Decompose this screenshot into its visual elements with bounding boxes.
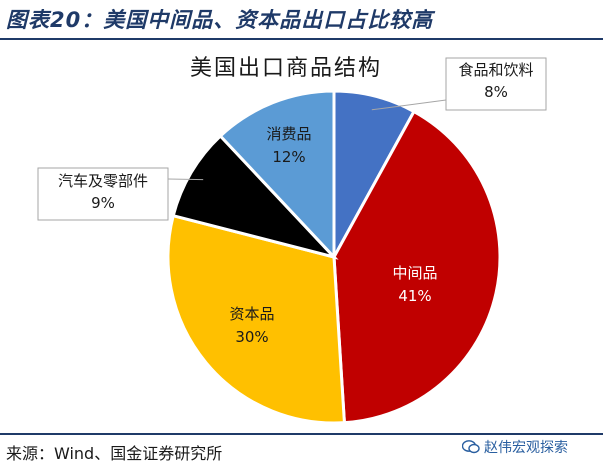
chart-title: 美国出口商品结构 bbox=[190, 56, 383, 81]
callout-leader-3 bbox=[167, 178, 204, 181]
wechat-icon bbox=[461, 440, 480, 454]
source-note: 来源：Wind、国金证券研究所 bbox=[6, 444, 223, 463]
slice-label-name-3: 汽车及零部件 bbox=[58, 172, 148, 190]
pie-slice-1 bbox=[332, 109, 502, 425]
slice-label-name-0: 食品和饮料 bbox=[458, 61, 533, 79]
watermark-text: 赵伟宏观探索 bbox=[484, 440, 568, 456]
pie-slice-4 bbox=[218, 89, 336, 261]
footer-rule bbox=[0, 433, 603, 435]
figure-header: 图表20：美国中间品、资本品出口占比较高 bbox=[0, 0, 603, 40]
callout-box-0 bbox=[445, 57, 547, 111]
slice-label-value-1: 41% bbox=[398, 287, 431, 305]
slice-label-value-0: 8% bbox=[484, 83, 508, 101]
slice-label-name-2: 资本品 bbox=[229, 305, 274, 323]
callout-leader-0 bbox=[371, 99, 447, 111]
callout-box-3 bbox=[37, 167, 169, 221]
watermark: 赵伟宏观探索 bbox=[461, 437, 568, 457]
pie-slices bbox=[166, 89, 502, 425]
slice-label-name-4: 消费品 bbox=[266, 125, 311, 143]
pie-slice-3 bbox=[171, 133, 339, 260]
slice-label-name-1: 中间品 bbox=[392, 264, 437, 282]
slice-label-value-4: 12% bbox=[272, 148, 305, 166]
figure-title: 图表20：美国中间品、资本品出口占比较高 bbox=[6, 8, 434, 32]
slice-label-value-3: 9% bbox=[91, 194, 115, 212]
pie-slice-2 bbox=[166, 213, 347, 425]
slice-label-value-2: 30% bbox=[235, 328, 268, 346]
header-rule bbox=[0, 38, 603, 40]
pie-labels: 食品和饮料 8% 中间品 41% 资本品 30% 汽车及零部件 9% 消费品 12% bbox=[37, 57, 547, 346]
